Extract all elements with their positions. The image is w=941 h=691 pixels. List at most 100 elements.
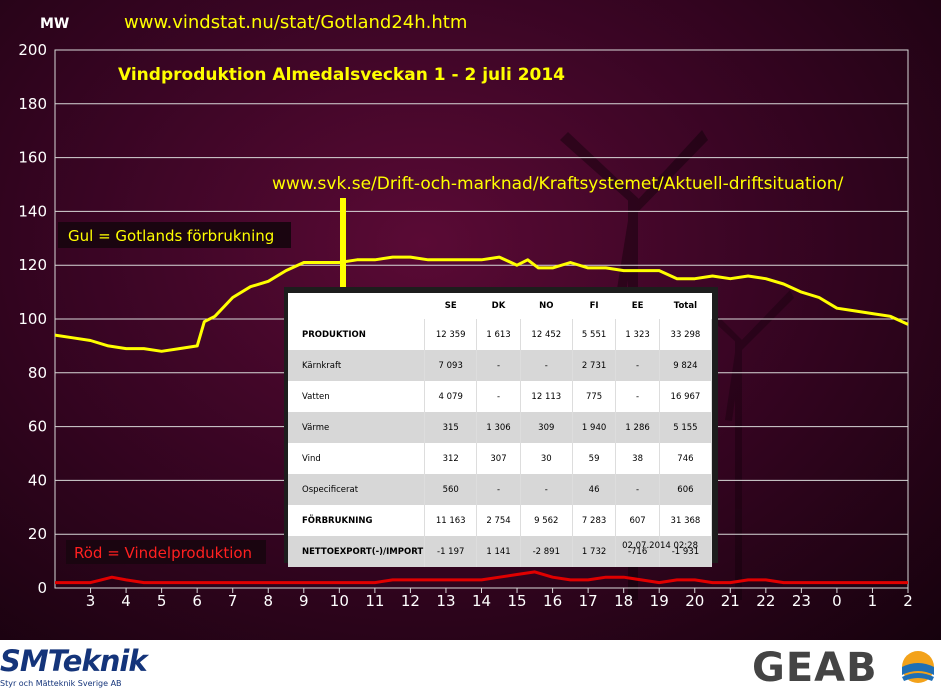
table-cell: 5 155 [659, 412, 713, 443]
table-cell: 33 298 [659, 319, 713, 350]
y-tick-label: 60 [28, 418, 47, 436]
x-tick-label: 19 [650, 592, 669, 610]
table-header-total: Total [659, 293, 712, 319]
table-cell: 1 286 [615, 412, 660, 443]
x-tick-label: 3 [86, 592, 96, 610]
table-row: Kärnkraft 7 093- -2 731-9 824 [288, 350, 713, 381]
series-group [54, 255, 909, 585]
svk-url: www.svk.se/Drift-och-marknad/Kraftsystem… [272, 174, 844, 194]
table-row: PRODUKTION 12 359 1 613 12 452 5 551 1 323 33 … [288, 319, 713, 350]
y-tick-label: 140 [18, 202, 47, 220]
table-cell: 46 [572, 474, 617, 505]
x-tick-label: 1 [868, 592, 878, 610]
source-url: www.vindstat.nu/stat/Gotland24h.htm [124, 12, 467, 33]
table-header-ee: EE [615, 293, 660, 319]
production-table: SE DK NO FI EE Total PRODUKTION 12 359 1 613 12 … [288, 293, 713, 567]
legend-yellow-box [58, 222, 291, 248]
table-row-label: Kärnkraft [288, 350, 426, 381]
wind-line [55, 570, 908, 585]
table-cell: 12 452 [520, 319, 573, 350]
table-row-label: Ospecificerat [288, 474, 426, 505]
x-tick-label: 0 [832, 592, 842, 610]
table-cell: 1 323 [615, 319, 660, 350]
table-cell: 38 [615, 443, 660, 474]
table-cell: 1 141 [476, 536, 521, 567]
table-cell: 607 [615, 505, 660, 536]
chart-area: 0 20 40 60 80 100 120 140 160 180 200 3 4 5 6 7 8 9 10 11 1… [0, 0, 941, 640]
table-cell: 307 [476, 443, 521, 474]
table-header-fi: FI [572, 293, 616, 319]
x-tick-label: 15 [507, 592, 526, 610]
table-header-dk: DK [476, 293, 521, 319]
table-cell: 4 079 [424, 381, 478, 412]
legend-red: Röd = Vindelproduktion [74, 544, 252, 562]
x-tick-label: 11 [365, 592, 384, 610]
x-tick-label: 10 [330, 592, 349, 610]
table-row: FÖRBRUKNING 11 163 2 754 9 562 7 283 607 31 36… [288, 505, 713, 536]
y-tick-label: 180 [18, 95, 47, 113]
table-cell: 560 [424, 474, 478, 505]
table-cell: - [615, 381, 660, 412]
table-cell: 16 967 [659, 381, 713, 412]
table-cell: - [615, 474, 660, 505]
table-cell: 9 562 [520, 505, 573, 536]
x-tick-label: 20 [685, 592, 704, 610]
table-cell: 606 [659, 474, 713, 505]
y-axis: 0 20 40 60 80 100 120 140 160 180 200 [18, 41, 47, 597]
table-cell: - [520, 474, 573, 505]
table-cell: - [476, 474, 521, 505]
svk-table: SE DK NO FI EE Total PRODUKTION 12 359 1 613 12 … [284, 287, 718, 567]
x-tick-label: 21 [721, 592, 740, 610]
x-tick-label: 23 [792, 592, 811, 610]
table-timestamp: 02.07.2014 02:28 [622, 541, 698, 551]
consumption-line [54, 255, 909, 353]
x-tick-label: 5 [157, 592, 167, 610]
table-row: Värme 315 1 306 309 1 940 1 286 5 155 [288, 412, 713, 443]
table-cell: 775 [572, 381, 617, 412]
x-tick-label: 12 [401, 592, 420, 610]
chart-title: Vindproduktion Almedalsveckan 1 - 2 juli… [118, 65, 565, 85]
table-cell: 1 732 [572, 536, 617, 567]
table-cell: 746 [659, 443, 713, 474]
table-cell: 312 [424, 443, 478, 474]
table-row: Vind 312 307 30 59 38 746 [288, 443, 713, 474]
y-tick-label: 40 [28, 471, 47, 489]
table-cell: 7 283 [572, 505, 617, 536]
table-row-label: Vind [288, 443, 426, 474]
table-cell: 12 359 [424, 319, 478, 350]
table-cell: 59 [572, 443, 617, 474]
x-axis: 3 4 5 6 7 8 9 10 11 12 13 14 15 16 17 18 19 20 21 22 23 0 1 2 [86, 592, 913, 610]
table-row-label: FÖRBRUKNING [288, 505, 426, 536]
x-tick-label: 17 [579, 592, 598, 610]
y-tick-label: 120 [18, 256, 47, 274]
x-tick-label: 8 [263, 592, 273, 610]
table-cell: 9 824 [659, 350, 713, 381]
table-header-blank [288, 293, 425, 319]
table-row-label: Vatten [288, 381, 426, 412]
y-tick-label: 20 [28, 525, 47, 543]
table-cell: 7 093 [424, 350, 478, 381]
table-cell: - [520, 350, 573, 381]
table-row: Vatten 4 079-12 113 775-16 967 [288, 381, 713, 412]
table-row: Ospecificerat 560- -46-606 [288, 474, 713, 505]
table-row-label: NETTOEXPORT(-)/IMPORT [288, 536, 426, 567]
geab-logo: GEAB [752, 645, 878, 691]
table-row: NETTOEXPORT(-)/IMPORT -1 197 1 141 -2 891 1 … [288, 536, 713, 567]
table-cell: -1 931 [659, 536, 713, 567]
table-cell: -2 891 [520, 536, 573, 567]
x-tick-label: 2 [903, 592, 913, 610]
y-tick-label: 0 [37, 579, 47, 597]
table-cell: - [615, 350, 660, 381]
table-cell: 2 731 [572, 350, 617, 381]
table-cell: 315 [424, 412, 478, 443]
y-tick-label: 200 [18, 41, 47, 59]
x-tick-label: 18 [614, 592, 633, 610]
table-cell: 11 163 [424, 505, 478, 536]
table-cell: 5 551 [572, 319, 617, 350]
y-tick-label: 160 [18, 149, 47, 167]
table-cell: 1 613 [476, 319, 521, 350]
svk-table-inner: SE DK NO FI EE Total PRODUKTION 12 359 1 613 12 … [288, 293, 713, 567]
y-tick-label: 100 [18, 310, 47, 328]
table-cell: 31 368 [659, 505, 713, 536]
table-header-row: SE DK NO FI EE Total [288, 293, 712, 319]
